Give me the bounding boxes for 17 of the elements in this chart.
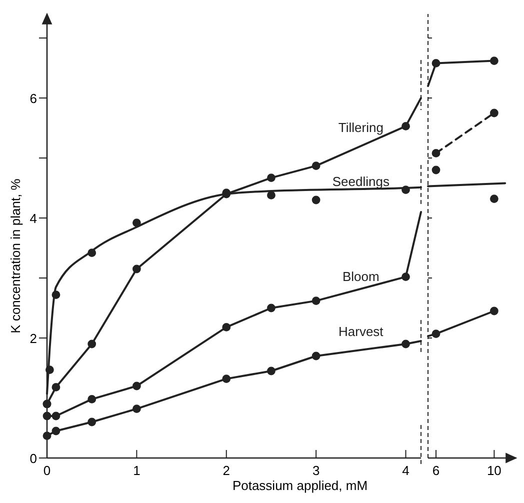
y-tick-label: 2	[30, 331, 37, 346]
x-tick-label: 0	[43, 463, 51, 478]
y-tick-label: 4	[30, 211, 37, 226]
x-tick-label: 3	[312, 463, 320, 478]
series-label: Harvest	[338, 324, 384, 339]
series-label: Tillering	[338, 120, 384, 135]
series-label: Seedlings	[332, 174, 390, 189]
x-tick-label: 6	[432, 463, 440, 478]
y-axis-title: K concentration in plant, %	[8, 178, 23, 334]
x-tick-label: 1	[133, 463, 140, 478]
series-label: Bloom	[342, 268, 380, 284]
x-tick-label: 2	[222, 463, 230, 478]
x-tick-label: 10	[486, 463, 502, 478]
y-tick-label: 6	[30, 91, 37, 106]
x-axis-title: Potassium applied, mM	[232, 478, 368, 493]
y-tick-label: 0	[30, 451, 37, 466]
x-tick-label: 4	[402, 463, 410, 478]
